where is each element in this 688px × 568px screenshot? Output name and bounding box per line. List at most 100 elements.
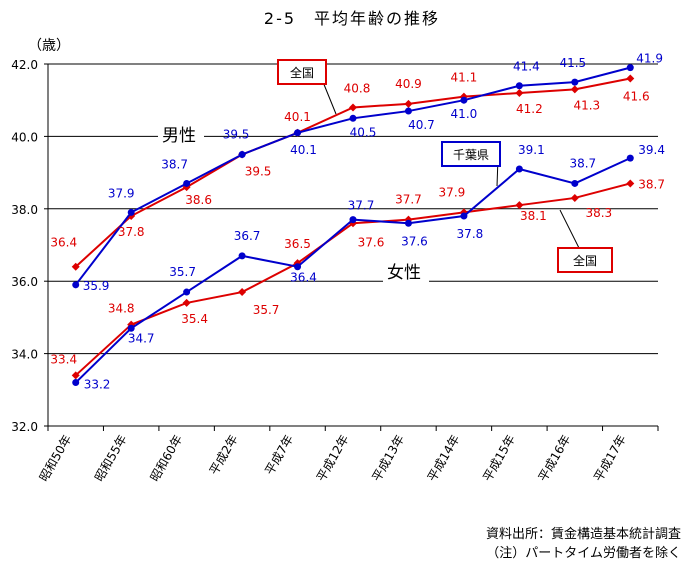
data-label: 37.9 [108, 186, 135, 200]
data-point [238, 288, 247, 297]
data-point [460, 96, 468, 104]
data-point [626, 74, 635, 83]
data-label: 38.3 [585, 206, 612, 220]
national-bottom-leader [559, 209, 581, 251]
chart-title: 2-5 平均年齢の推移 [264, 9, 440, 28]
data-label: 34.8 [108, 302, 135, 316]
data-label: 38.1 [520, 209, 547, 223]
data-label: 39.1 [518, 143, 545, 157]
male-label-bg [158, 124, 204, 146]
data-point [182, 298, 191, 307]
data-point [71, 262, 80, 271]
data-point [349, 103, 357, 112]
data-label: 38.7 [569, 156, 596, 170]
data-label: 37.6 [401, 234, 428, 248]
data-point [515, 201, 524, 210]
national-bottom-box [557, 247, 613, 273]
national-top-label: 全国 [290, 65, 314, 80]
data-label: 36.7 [234, 229, 261, 243]
national-top-leader [322, 81, 337, 115]
data-point [238, 151, 246, 158]
data-point [404, 107, 412, 115]
data-label: 41.0 [451, 107, 478, 121]
data-label: 40.8 [344, 81, 371, 95]
data-point [570, 85, 579, 94]
data-point [571, 179, 579, 187]
chiba-label: 千葉県 [453, 148, 489, 162]
x-tick-label: 平成12年 [314, 433, 352, 484]
national-top-box [277, 59, 327, 85]
x-tick-label: 平成15年 [480, 433, 518, 484]
data-label: 37.7 [348, 199, 375, 213]
chiba-box [441, 141, 501, 167]
data-point [515, 165, 523, 173]
data-point [72, 379, 80, 387]
gridlines [48, 63, 658, 355]
data-label: 39.4 [638, 143, 665, 157]
x-ticks: 昭和50年 昭和55年 昭和60年 平成2年 平成7年 平成12年 平成13年 平成14年 平成… [37, 426, 659, 484]
data-point [626, 179, 635, 188]
data-label: 41.1 [451, 71, 478, 85]
data-label: 41.4 [513, 60, 540, 74]
x-tick-label: 平成2年 [207, 433, 241, 478]
data-label: 35.7 [253, 303, 280, 317]
y-tick-label: 38.0 [11, 203, 38, 217]
data-point [294, 129, 302, 137]
x-tick-label: 昭和60年 [147, 433, 185, 484]
data-labels: 36.4 37.8 38.6 39.5 40.1 40.8 40.9 41.1 41.2 41.3… [50, 52, 665, 392]
data-point [515, 82, 523, 90]
data-point [515, 88, 524, 97]
series-line [75, 157, 631, 384]
data-label: 36.4 [50, 236, 77, 250]
male-group-label: 男性 [162, 126, 196, 146]
data-label: 37.9 [439, 185, 466, 199]
data-point [127, 324, 135, 332]
data-label: 39.5 [223, 128, 250, 142]
exclusion-note: （注）パートタイム労働者を除く [486, 546, 681, 561]
data-label: 40.9 [395, 77, 422, 91]
data-point [460, 212, 468, 220]
female-group-label: 女性 [387, 263, 421, 283]
data-label: 41.5 [559, 56, 586, 70]
data-label: 38.7 [638, 177, 665, 191]
data-point [238, 252, 246, 260]
x-tick-label: 昭和55年 [92, 433, 130, 484]
data-point [127, 208, 135, 216]
data-label: 38.7 [161, 157, 188, 171]
y-tick-label: 42.0 [11, 58, 38, 72]
data-point [183, 288, 191, 296]
data-label: 35.7 [169, 265, 196, 279]
data-label: 40.1 [284, 110, 311, 124]
y-tick-label: 36.0 [11, 275, 38, 289]
data-label: 36.5 [284, 237, 311, 251]
x-tick-label: 昭和50年 [37, 433, 75, 484]
x-tick-label: 平成17年 [591, 433, 629, 484]
data-label: 33.2 [84, 378, 111, 392]
y-tick-label: 40.0 [11, 130, 38, 144]
data-point [404, 219, 412, 227]
y-ticks: 32.0 34.0 36.0 38.0 40.0 42.0 [11, 58, 48, 434]
data-label: 37.6 [358, 235, 385, 249]
y-tick-label: 32.0 [11, 420, 38, 434]
data-point [626, 154, 634, 162]
data-point [71, 371, 80, 380]
data-label: 33.4 [50, 352, 77, 366]
data-label: 37.8 [457, 227, 484, 241]
data-label: 40.1 [290, 143, 317, 157]
data-label: 40.5 [350, 125, 377, 139]
data-point [349, 216, 357, 224]
data-label: 41.3 [573, 98, 600, 112]
data-label: 37.7 [395, 193, 422, 207]
data-point [570, 193, 579, 202]
data-point [626, 64, 634, 72]
data-label: 39.5 [245, 165, 272, 179]
x-tick-label: 平成13年 [369, 433, 407, 484]
data-label: 38.6 [185, 193, 212, 207]
data-label: 41.6 [623, 89, 650, 103]
data-point [72, 281, 80, 289]
x-tick-label: 平成16年 [536, 433, 574, 484]
data-label: 41.2 [516, 102, 543, 116]
data-label: 37.8 [118, 225, 145, 239]
data-label: 34.7 [128, 331, 155, 345]
data-point [183, 179, 191, 187]
